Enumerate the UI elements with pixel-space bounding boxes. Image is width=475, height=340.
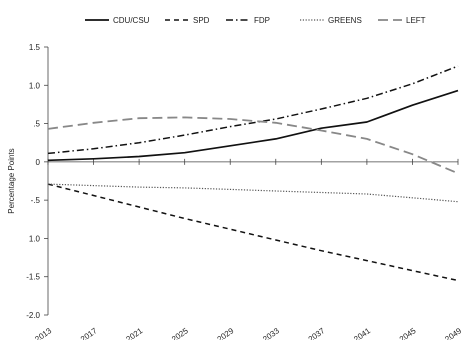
y-tick-label: -1.5 (26, 273, 40, 282)
x-tick-label: 2033 (261, 326, 281, 340)
x-axis-ticks: 2013 2017 2021 2025 2029 2033 2037 2041 2045 2049 (33, 158, 464, 340)
y-axis-title: Percentage Points (7, 148, 16, 213)
y-tick-label: .5 (33, 120, 40, 129)
y-tick-label: -.5 (31, 196, 41, 205)
y-tick-label: 1.5 (29, 43, 41, 52)
y-tick-label: -2.0 (26, 311, 40, 320)
x-tick-label: 2041 (352, 326, 372, 340)
y-tick-label: 1.0 (29, 81, 41, 90)
legend-label-greens: GREENS (328, 16, 362, 25)
legend-label-spd: SPD (193, 16, 210, 25)
series-lines (47, 65, 459, 282)
legend-label-fdp: FDP (254, 16, 270, 25)
x-tick-label: 2037 (307, 326, 327, 340)
x-tick-label: 2049 (443, 326, 463, 340)
series-line-cdu-csu (47, 89, 459, 162)
x-tick-label: 2029 (216, 326, 236, 340)
legend-label-cdu-csu: CDU/CSU (113, 16, 150, 25)
series-line-spd (47, 183, 459, 282)
x-tick-label: 2021 (125, 326, 145, 340)
y-tick-label: 0 (36, 158, 41, 167)
series-line-fdp (47, 65, 459, 155)
series-line-greens (47, 183, 459, 203)
series-line-left (47, 116, 459, 175)
y-tick-label: 1.0 (29, 234, 41, 243)
x-tick-label: 2017 (79, 326, 99, 340)
legend: CDU/CSU SPD FDP GREENS LEFT (85, 16, 426, 25)
x-tick-label: 2025 (170, 326, 190, 340)
x-tick-label: 2045 (398, 326, 418, 340)
axes (47, 47, 458, 315)
y-axis-ticks: 1.5 1.0 .5 0 -.5 1.0 -1.5 -2.0 (26, 43, 48, 320)
legend-label-left: LEFT (406, 16, 426, 25)
x-tick-label: 2013 (33, 326, 53, 340)
